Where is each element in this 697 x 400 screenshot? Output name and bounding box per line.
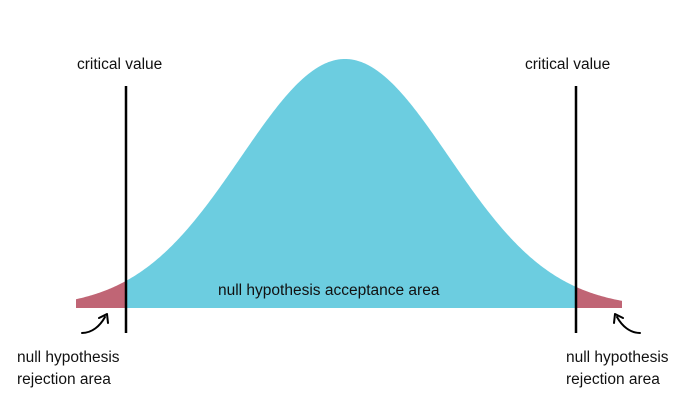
rejection-label-line2: rejection area [17,371,111,388]
critical-value-label-left: critical value [77,56,163,73]
rejection-region-right [576,286,622,308]
curved-arrow-icon [81,313,109,334]
rejection-label-line2: rejection area [566,371,660,388]
rejection-region-left [76,280,126,308]
rejection-label-line1: null hypothesis [566,349,669,366]
critical-value-label-right: critical value [525,56,611,73]
curved-arrow-icon [613,313,641,334]
rejection-area-label-left: null hypothesis rejection area [17,347,120,391]
rejection-label-line1: null hypothesis [17,349,120,366]
acceptance-area-label: null hypothesis acceptance area [218,282,440,299]
rejection-area-label-right: null hypothesis rejection area [566,347,669,391]
acceptance-region [126,59,576,308]
